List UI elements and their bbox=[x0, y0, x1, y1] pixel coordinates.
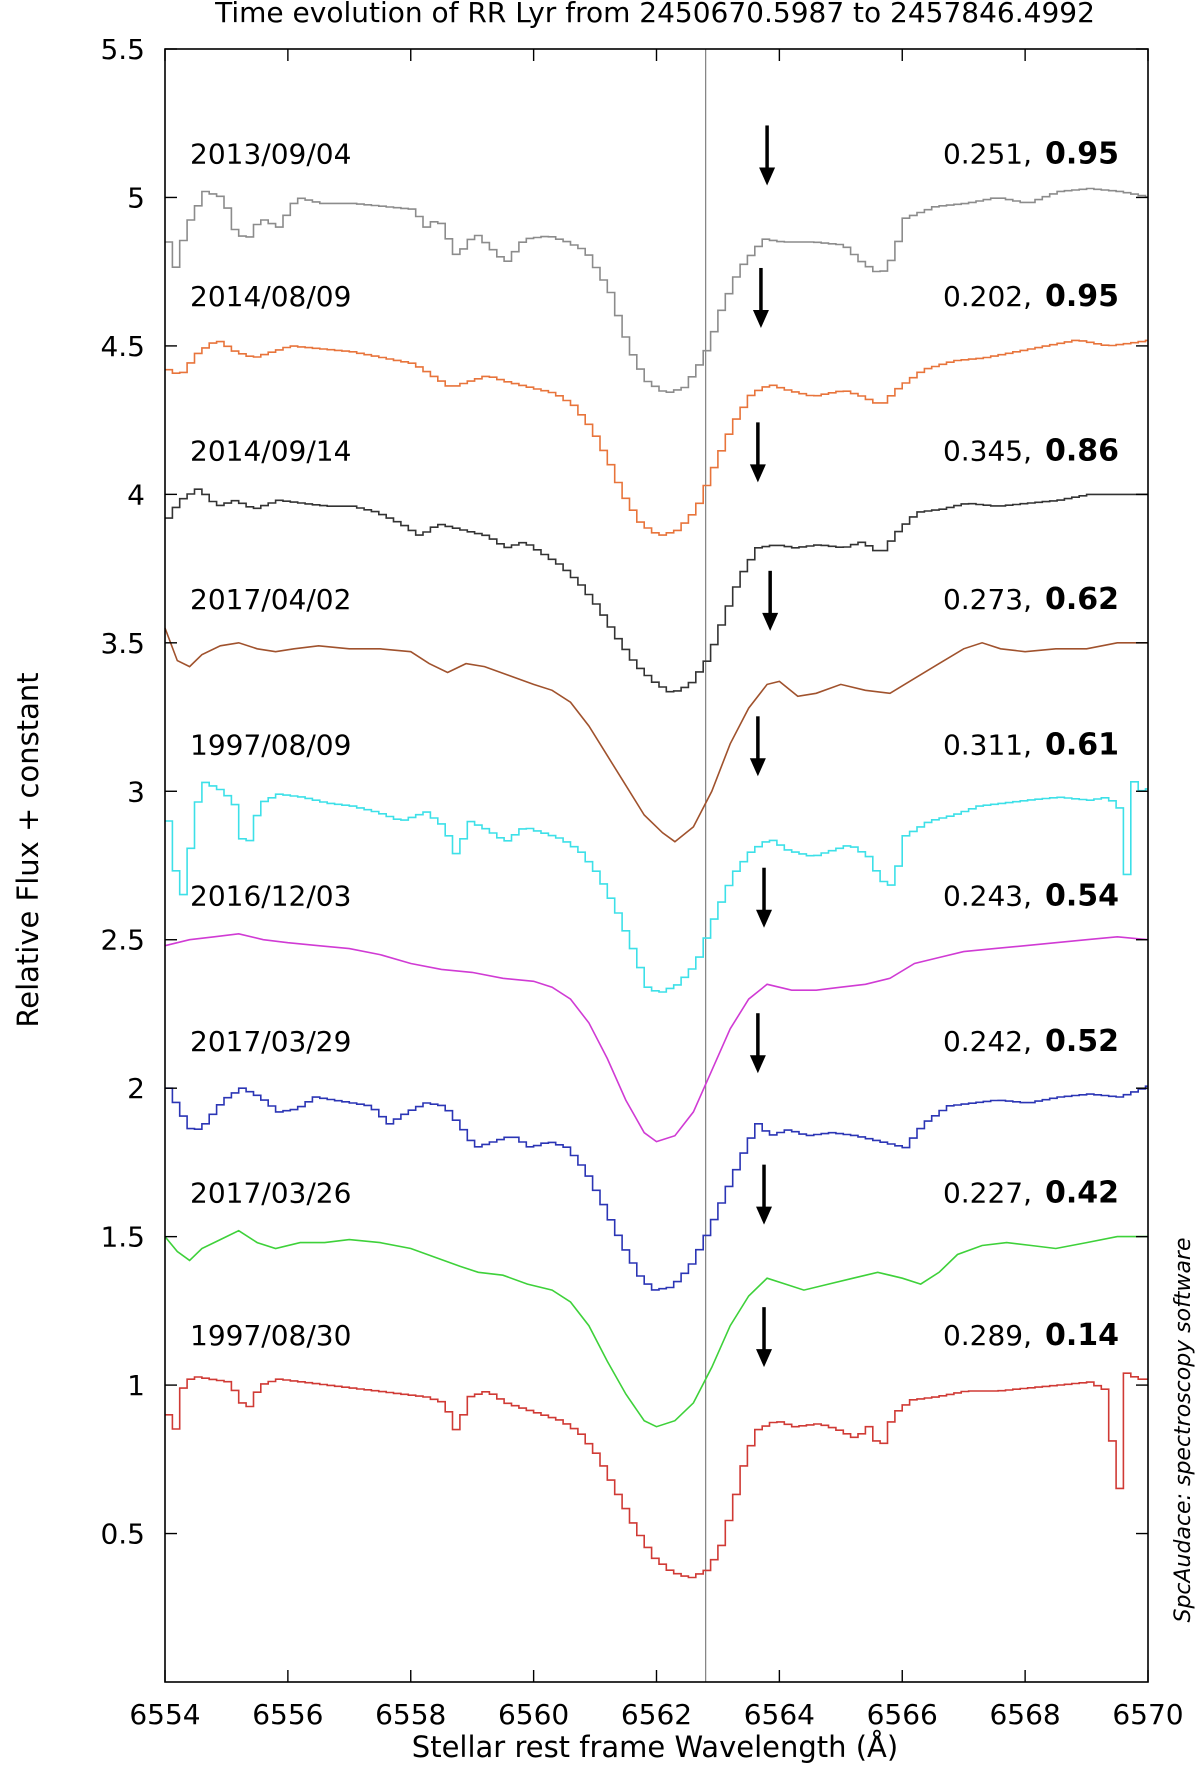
spectrum-line-6 bbox=[165, 1085, 1148, 1291]
peak-arrow-head bbox=[752, 309, 769, 328]
spectrum-value-b: 0.42 bbox=[1045, 1176, 1119, 1211]
x-axis-label: Stellar rest frame Wavelength (Å) bbox=[412, 1730, 898, 1764]
y-tick-label: 3 bbox=[127, 775, 145, 808]
y-tick-label: 5.5 bbox=[100, 33, 145, 66]
spectrum-line-3 bbox=[164, 627, 1148, 843]
x-tick-label: 6558 bbox=[375, 1698, 446, 1731]
spectrum-line-0 bbox=[165, 187, 1148, 393]
spectrum-label-layer: 2013/09/04 0.251, 0.95 2014/08/09 0.202, 0.95… bbox=[190, 125, 1119, 1368]
spectrum-date-label: 2017/03/29 bbox=[190, 1025, 351, 1058]
spectrum-value-b: 0.61 bbox=[1045, 727, 1119, 762]
spectrum-line-8 bbox=[165, 1372, 1148, 1579]
peak-arrow-head bbox=[756, 1349, 773, 1368]
spectrum-line-4 bbox=[165, 781, 1148, 993]
spectrum-value-b: 0.52 bbox=[1045, 1024, 1119, 1059]
spectrum-value-b: 0.95 bbox=[1045, 279, 1119, 314]
spectrum-date-label: 2016/12/03 bbox=[190, 880, 351, 913]
spectrum-date-label: 2013/09/04 bbox=[190, 137, 351, 170]
spectrum-line-2 bbox=[165, 488, 1148, 693]
x-tick-label: 6566 bbox=[867, 1698, 938, 1731]
spectrum-value-a: 0.227, bbox=[943, 1177, 1032, 1210]
spectrum-date-label: 2017/03/26 bbox=[190, 1177, 351, 1210]
spectrum-value-a: 0.289, bbox=[943, 1319, 1032, 1352]
peak-arrow-head bbox=[759, 167, 776, 186]
spectrum-line-1 bbox=[165, 339, 1148, 536]
spectrum-value-a: 0.251, bbox=[943, 137, 1032, 170]
spectrum-date-label: 2014/08/09 bbox=[190, 280, 351, 313]
peak-arrow-head bbox=[749, 758, 766, 777]
chart-title: Time evolution of RR Lyr from 2450670.59… bbox=[214, 0, 1095, 29]
x-tick-label: 6554 bbox=[129, 1698, 200, 1731]
peak-arrow-head bbox=[756, 909, 773, 928]
spectrum-value-a: 0.311, bbox=[943, 728, 1032, 761]
software-credit: SpcAudace: spectroscopy software bbox=[1171, 1237, 1196, 1622]
y-tick-label: 5 bbox=[127, 181, 145, 214]
y-tick-label: 4 bbox=[127, 478, 145, 511]
spectrum-line-7 bbox=[164, 1229, 1148, 1428]
spectrum-value-a: 0.242, bbox=[943, 1025, 1032, 1058]
spectrum-value-a: 0.202, bbox=[943, 280, 1032, 313]
x-tick-label: 6568 bbox=[989, 1698, 1060, 1731]
spectrum-date-label: 2014/09/14 bbox=[190, 434, 351, 467]
spectrum-value-b: 0.86 bbox=[1045, 433, 1119, 468]
spectrum-value-b: 0.14 bbox=[1045, 1318, 1119, 1353]
x-tick-label: 6560 bbox=[498, 1698, 569, 1731]
y-tick-label: 1 bbox=[127, 1369, 145, 1402]
series-layer bbox=[164, 187, 1149, 1579]
y-tick-label: 4.5 bbox=[100, 330, 145, 363]
spectrum-value-a: 0.273, bbox=[943, 583, 1032, 616]
spectrum-date-label: 1997/08/09 bbox=[190, 728, 351, 761]
spectrum-value-a: 0.243, bbox=[943, 880, 1032, 913]
x-tick-label: 6562 bbox=[621, 1698, 692, 1731]
spectrum-date-label: 2017/04/02 bbox=[190, 583, 351, 616]
spectrum-line-5 bbox=[164, 932, 1149, 1143]
x-tick-label: 6556 bbox=[252, 1698, 323, 1731]
spectrum-date-label: 1997/08/30 bbox=[190, 1319, 351, 1352]
peak-arrow-head bbox=[749, 464, 766, 483]
y-tick-label: 3.5 bbox=[100, 627, 145, 660]
y-axis-label: Relative Flux + constant bbox=[11, 672, 45, 1027]
spectrum-value-b: 0.54 bbox=[1045, 879, 1119, 914]
spectrum-value-b: 0.95 bbox=[1045, 136, 1119, 171]
y-tick-label: 2.5 bbox=[100, 924, 145, 957]
y-tick-label: 1.5 bbox=[100, 1221, 145, 1254]
axes-layer: 6554 6556 6558 6560 6562 6564 6566 6568 6570 0.5 1… bbox=[100, 33, 1183, 1731]
peak-arrow-head bbox=[749, 1055, 766, 1074]
x-tick-label: 6570 bbox=[1112, 1698, 1183, 1731]
spectrum-value-a: 0.345, bbox=[943, 434, 1032, 467]
y-tick-label: 2 bbox=[127, 1072, 145, 1105]
x-tick-label: 6564 bbox=[744, 1698, 815, 1731]
spectrum-value-b: 0.62 bbox=[1045, 582, 1119, 617]
peak-arrow-head bbox=[756, 1206, 773, 1225]
peak-arrow-head bbox=[762, 612, 779, 631]
y-tick-label: 0.5 bbox=[100, 1518, 145, 1551]
